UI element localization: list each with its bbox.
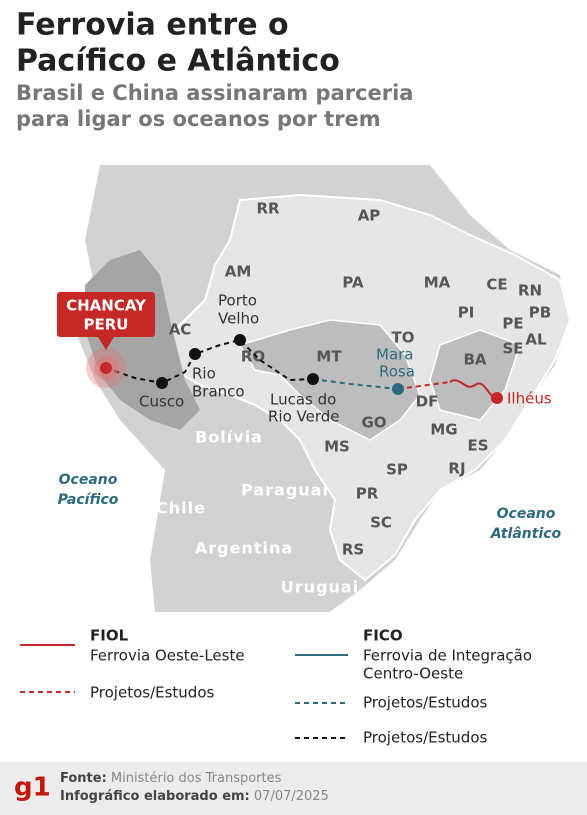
source-text: Ministério dos Transportes xyxy=(111,771,282,786)
state-label: PB xyxy=(529,304,551,322)
legend-description: Centro-Oeste xyxy=(363,665,463,683)
city-label: Lucas do xyxy=(270,391,336,409)
highlighted-states xyxy=(238,319,421,441)
country-label: Chile xyxy=(156,499,206,518)
state-label: MA xyxy=(424,274,451,292)
state-label: ES xyxy=(467,437,488,455)
state-label: MS xyxy=(324,438,350,456)
legend-projects: Projetos/Estudos xyxy=(363,729,487,747)
subtitle-line: para ligar os oceanos por trem xyxy=(16,107,381,131)
state-label: PE xyxy=(502,315,523,333)
state-label: SE xyxy=(502,340,523,358)
ocean-label: Atlântico xyxy=(490,526,562,542)
state-label: RR xyxy=(256,200,280,218)
state-label: AC xyxy=(169,321,192,339)
city-label: Rosa xyxy=(379,363,415,381)
city-label: Rio Verde xyxy=(268,408,340,426)
legend-name: FIOL xyxy=(90,627,129,645)
origin-pointer xyxy=(98,337,114,350)
fiol-line xyxy=(449,379,498,399)
station xyxy=(491,392,503,404)
city-label: Mara xyxy=(376,346,414,364)
legend-name: FICO xyxy=(363,627,403,645)
city-label: Cusco xyxy=(139,393,184,411)
city-label: Velho xyxy=(218,310,259,328)
origin-box xyxy=(57,292,155,337)
state-label: BA xyxy=(463,351,486,369)
station xyxy=(189,348,201,360)
date: Infográfico elaborado em: 07/07/2025 xyxy=(60,789,329,804)
footer-bg xyxy=(0,762,587,815)
date-label: Infográfico elaborado em: xyxy=(60,789,250,804)
country-label: Argentina xyxy=(195,539,293,558)
state-label: DF xyxy=(416,393,439,411)
legend-projects: Projetos/Estudos xyxy=(363,694,487,712)
state-label: RJ xyxy=(448,460,465,478)
country-label: Paraguai xyxy=(241,481,329,500)
city-label: Rio xyxy=(192,365,216,383)
footer: g1 Fonte: Ministério dos Transportes Inf… xyxy=(0,762,587,815)
station xyxy=(100,362,112,374)
ocean-label: Oceano xyxy=(497,506,556,522)
header: Ferrovia entre o Pacífico e Atlântico Br… xyxy=(16,8,413,132)
subtitle-line: Brasil e China assinaram parceria xyxy=(16,81,413,105)
state-label: SP xyxy=(386,461,408,479)
legend-projects: Projetos/Estudos xyxy=(90,684,214,702)
title-line: Pacífico e Atlântico xyxy=(16,44,340,79)
country-label: Bolívia xyxy=(195,428,263,447)
origin-name: CHANCAY xyxy=(66,297,147,315)
legend-description: Ferrovia de Integração xyxy=(363,647,532,665)
station xyxy=(234,334,246,346)
state-label: RO xyxy=(241,348,265,366)
ocean-label: Oceano xyxy=(59,472,118,488)
state-label: AP xyxy=(358,207,381,225)
state-label: CE xyxy=(486,276,507,294)
city-label: Branco xyxy=(192,383,245,401)
legend: FIOL Ferrovia Oeste-Leste Projetos/Estud… xyxy=(20,627,532,747)
fico-planned xyxy=(312,378,399,390)
source-label: Fonte: xyxy=(60,771,107,786)
rail-planned xyxy=(105,338,314,385)
state-label: MG xyxy=(430,421,457,439)
station xyxy=(156,377,168,389)
title-line: Ferrovia entre o xyxy=(16,8,289,43)
state-label: RS xyxy=(342,541,364,559)
city-label: Porto xyxy=(218,292,257,310)
state-label: SC xyxy=(370,514,392,532)
station xyxy=(307,373,319,385)
legend-description: Ferrovia Oeste-Leste xyxy=(90,647,245,665)
state-label: MT xyxy=(316,348,342,366)
date-text: 07/07/2025 xyxy=(254,789,329,804)
state-label: GO xyxy=(361,414,386,432)
state-label: PA xyxy=(342,274,364,292)
country-label: Uruguai xyxy=(281,578,359,597)
state-label: TO xyxy=(392,329,415,347)
city-label: Ilhéus xyxy=(507,390,552,408)
ocean-label: Pacífico xyxy=(58,492,119,508)
state-label: PI xyxy=(458,304,475,322)
state-label: AM xyxy=(225,263,252,281)
state-label: RN xyxy=(518,282,542,300)
state-label: AL xyxy=(525,331,547,349)
station xyxy=(392,383,404,395)
state-label: PR xyxy=(356,485,379,503)
logo: g1 xyxy=(14,773,51,803)
source: Fonte: Ministério dos Transportes xyxy=(60,771,282,786)
origin-country: PERU xyxy=(84,316,129,334)
